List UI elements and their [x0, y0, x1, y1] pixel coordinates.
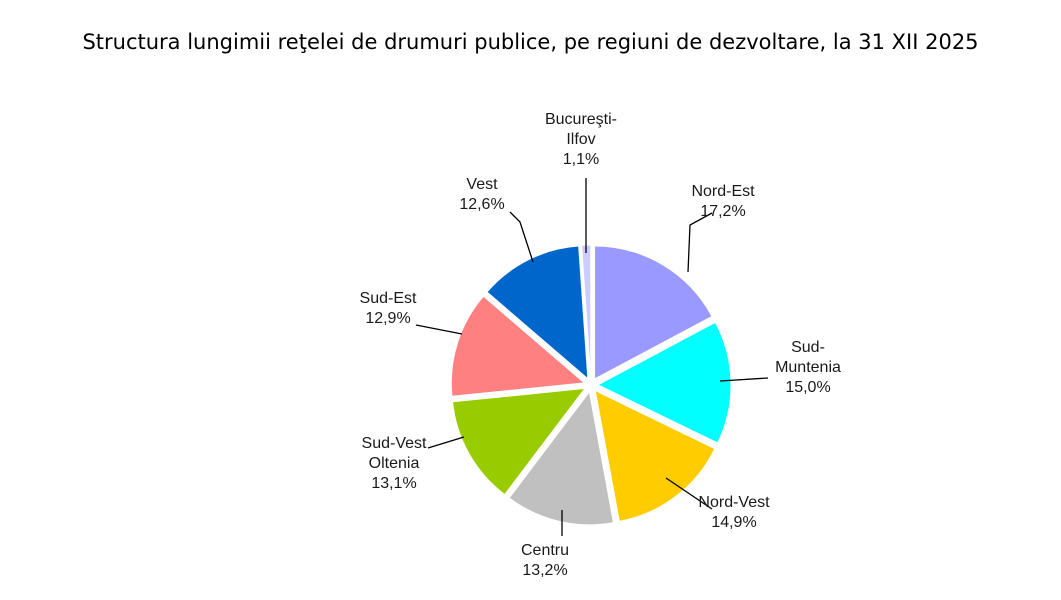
data-label-bucuresti-ilfov: Bucureşti-Ilfov 1,1% [545, 111, 617, 168]
data-label-nord-est: Nord-Est 17,2% [691, 183, 755, 220]
chart-title: Structura lungimii reţelei de drumuri pu… [82, 30, 979, 54]
leader-line-vest [509, 211, 534, 263]
leader-line-nord-est [687, 212, 713, 273]
leader-line-sud-est [415, 324, 463, 335]
pie-slice-nord-est [594, 245, 713, 380]
leader-line-nord-vest [665, 477, 713, 510]
leader-line-sud-vest-oltenia [427, 436, 465, 449]
pie-slice-nord-vest [594, 389, 716, 522]
pie-slice-sud-muntenia [596, 321, 732, 444]
pie-slice-sud-vest-oltenia [452, 387, 586, 496]
pie-slice-vest [486, 245, 589, 380]
pie-slice-sud-est [450, 295, 586, 397]
data-label-vest: Vest 12,6% [459, 176, 504, 213]
pie-slice-centru [508, 390, 615, 526]
data-label-centru: Centru 13,2% [521, 542, 569, 579]
data-label-sud-vest-oltenia: Sud-Vest Oltenia 13,1% [362, 435, 427, 492]
data-label-sud-muntenia: Sud-Muntenia 15,0% [775, 339, 841, 396]
leader-line-sud-muntenia [719, 377, 769, 382]
data-label-nord-vest: Nord-Vest 14,9% [698, 494, 770, 531]
data-label-sud-est: Sud-Est 12,9% [360, 290, 417, 327]
